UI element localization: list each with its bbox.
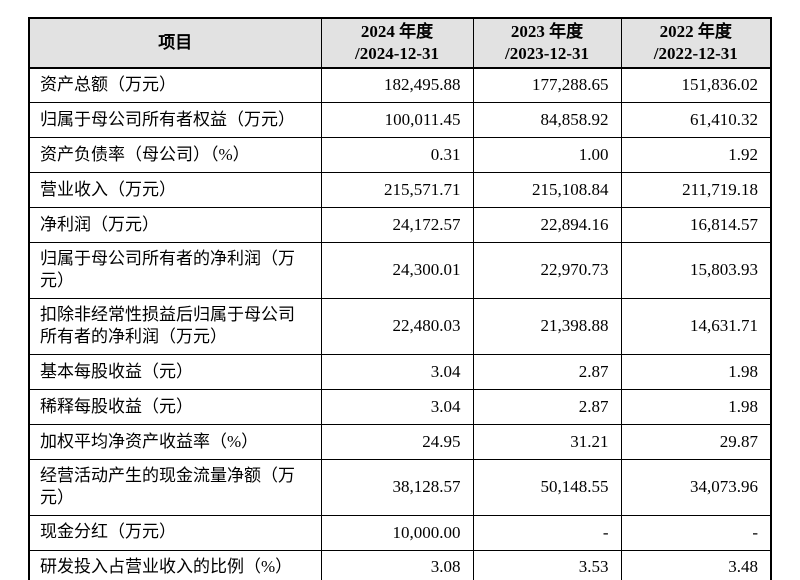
row-value-2023: 22,894.16 xyxy=(472,207,622,243)
row-value-2024: 3.04 xyxy=(320,353,474,390)
row-value-2022: - xyxy=(620,514,772,551)
row-value-2022: 211,719.18 xyxy=(620,172,772,208)
header-year-2023-line2: /2023-12-31 xyxy=(504,43,590,63)
row-value-2024: 24,172.57 xyxy=(320,207,474,243)
row-value-2023: - xyxy=(472,514,622,551)
row-label: 稀释每股收益（元） xyxy=(28,388,322,425)
table-row: 现金分红（万元） 10,000.00 - - xyxy=(28,514,772,551)
row-label: 基本每股收益（元） xyxy=(28,353,322,390)
table-row: 稀释每股收益（元） 3.04 2.87 1.98 xyxy=(28,388,772,425)
row-value-2022: 14,631.71 xyxy=(620,297,772,355)
row-value-2022: 15,803.93 xyxy=(620,242,772,299)
header-year-2022-line1: 2022 年度 xyxy=(659,22,732,41)
row-label: 经营活动产生的现金流量净额（万元） xyxy=(28,458,322,516)
table-header-row: 项目 2024 年度 /2024-12-31 2023 年度 /2023-12-… xyxy=(28,17,772,69)
table-row: 净利润（万元） 24,172.57 22,894.16 16,814.57 xyxy=(28,207,772,243)
row-value-2022: 61,410.32 xyxy=(620,102,772,138)
header-year-2024-line1: 2024 年度 xyxy=(360,22,434,41)
header-year-2023: 2023 年度 /2023-12-31 xyxy=(472,17,622,69)
row-label: 扣除非经常性损益后归属于母公司所有者的净利润（万元） xyxy=(28,297,322,355)
table-row: 资产总额（万元） 182,495.88 177,288.65 151,836.0… xyxy=(28,67,772,103)
table-row: 加权平均净资产收益率（%） 24.95 31.21 29.87 xyxy=(28,423,772,460)
row-value-2023: 3.53 xyxy=(472,549,622,580)
row-value-2024: 10,000.00 xyxy=(320,514,474,551)
row-value-2024: 24,300.01 xyxy=(320,242,474,299)
row-value-2023: 50,148.55 xyxy=(472,458,622,516)
row-label: 归属于母公司所有者的净利润（万元） xyxy=(28,242,322,299)
row-label: 资产总额（万元） xyxy=(28,67,322,103)
row-value-2024: 0.31 xyxy=(320,137,474,173)
table-row: 经营活动产生的现金流量净额（万元） 38,128.57 50,148.55 34… xyxy=(28,458,772,516)
row-label: 加权平均净资产收益率（%） xyxy=(28,423,322,460)
row-value-2023: 2.87 xyxy=(472,388,622,425)
row-value-2022: 151,836.02 xyxy=(620,67,772,103)
row-value-2023: 21,398.88 xyxy=(472,297,622,355)
header-item-column: 项目 xyxy=(28,17,322,69)
row-value-2022: 29.87 xyxy=(620,423,772,460)
row-value-2024: 182,495.88 xyxy=(320,67,474,103)
row-label: 归属于母公司所有者权益（万元） xyxy=(28,102,322,138)
table-row: 资产负债率（母公司）（%） 0.31 1.00 1.92 xyxy=(28,137,772,173)
row-label: 营业收入（万元） xyxy=(28,172,322,208)
row-value-2023: 22,970.73 xyxy=(472,242,622,299)
header-year-2022-line2: /2022-12-31 xyxy=(653,43,738,63)
row-value-2023: 31.21 xyxy=(472,423,622,460)
row-value-2024: 3.04 xyxy=(320,388,474,425)
row-value-2023: 2.87 xyxy=(472,353,622,390)
header-year-2022: 2022 年度 /2022-12-31 xyxy=(620,17,772,69)
table-row: 归属于母公司所有者权益（万元） 100,011.45 84,858.92 61,… xyxy=(28,102,772,138)
row-value-2022: 1.98 xyxy=(620,353,772,390)
row-value-2023: 215,108.84 xyxy=(472,172,622,208)
row-value-2022: 34,073.96 xyxy=(620,458,772,516)
table-row: 基本每股收益（元） 3.04 2.87 1.98 xyxy=(28,353,772,390)
financial-summary-table: 项目 2024 年度 /2024-12-31 2023 年度 /2023-12-… xyxy=(28,17,772,580)
table-row: 归属于母公司所有者的净利润（万元） 24,300.01 22,970.73 15… xyxy=(28,242,772,299)
table-row: 营业收入（万元） 215,571.71 215,108.84 211,719.1… xyxy=(28,172,772,208)
row-value-2022: 1.92 xyxy=(620,137,772,173)
row-value-2024: 3.08 xyxy=(320,549,474,580)
row-value-2024: 215,571.71 xyxy=(320,172,474,208)
header-year-2023-line1: 2023 年度 xyxy=(510,22,584,41)
row-value-2022: 1.98 xyxy=(620,388,772,425)
row-value-2022: 3.48 xyxy=(620,549,772,580)
row-label: 现金分红（万元） xyxy=(28,514,322,551)
row-value-2024: 24.95 xyxy=(320,423,474,460)
row-value-2023: 1.00 xyxy=(472,137,622,173)
row-label: 研发投入占营业收入的比例（%） xyxy=(28,549,322,580)
row-value-2023: 177,288.65 xyxy=(472,67,622,103)
row-value-2024: 100,011.45 xyxy=(320,102,474,138)
header-year-2024-line2: /2024-12-31 xyxy=(354,43,440,63)
row-label: 资产负债率（母公司）（%） xyxy=(28,137,322,173)
row-value-2023: 84,858.92 xyxy=(472,102,622,138)
table-row: 扣除非经常性损益后归属于母公司所有者的净利润（万元） 22,480.03 21,… xyxy=(28,297,772,355)
header-year-2024: 2024 年度 /2024-12-31 xyxy=(320,17,474,69)
row-value-2024: 38,128.57 xyxy=(320,458,474,516)
row-label: 净利润（万元） xyxy=(28,207,322,243)
row-value-2024: 22,480.03 xyxy=(320,297,474,355)
row-value-2022: 16,814.57 xyxy=(620,207,772,243)
table-row: 研发投入占营业收入的比例（%） 3.08 3.53 3.48 xyxy=(28,549,772,580)
